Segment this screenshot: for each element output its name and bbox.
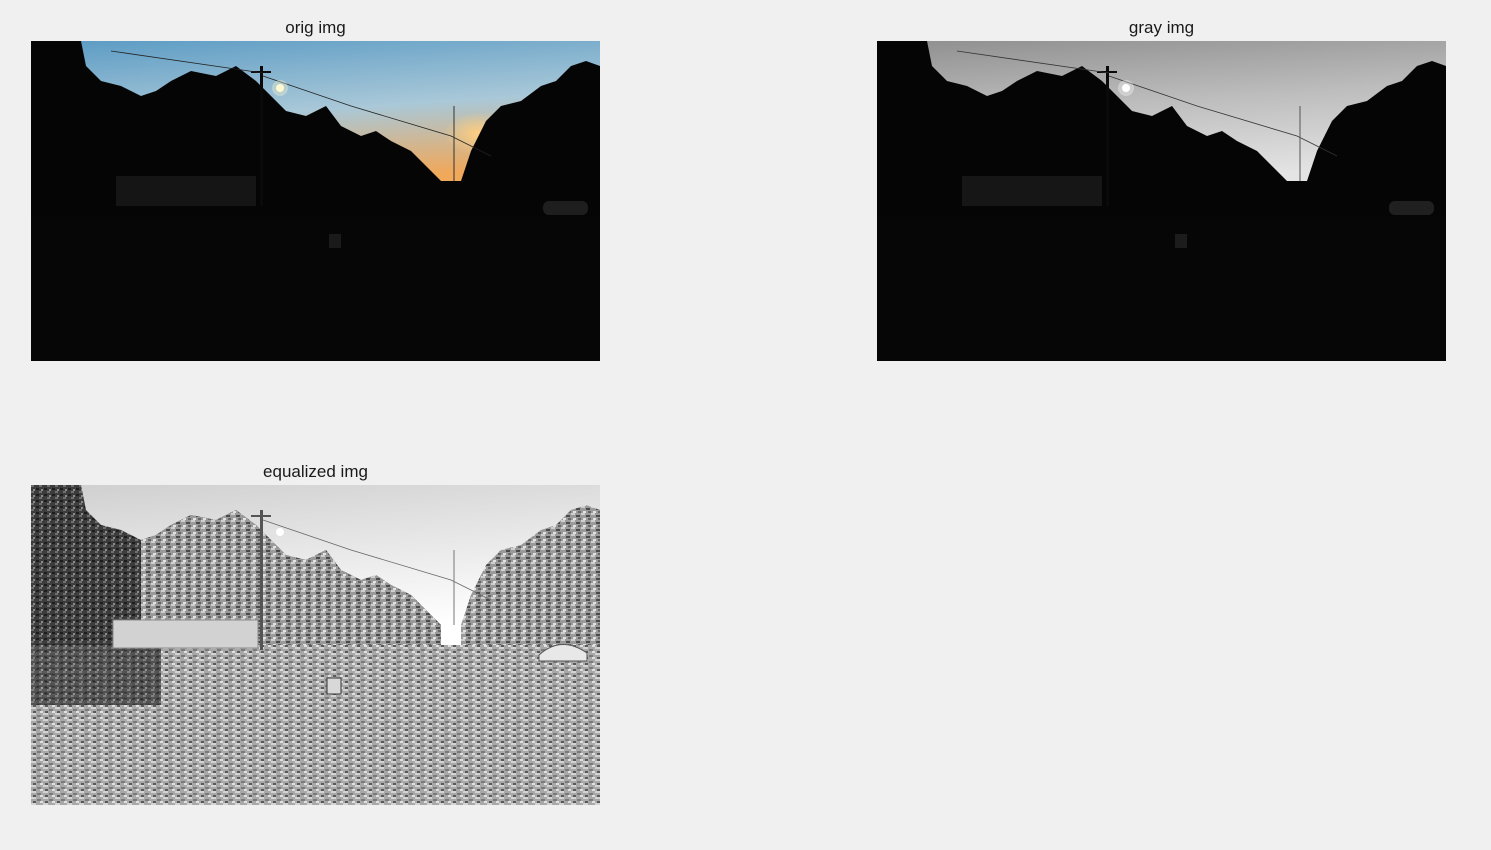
axes-title-equalized: equalized img bbox=[263, 462, 368, 481]
image-gray-canvas bbox=[877, 41, 1446, 361]
power-pole bbox=[1106, 66, 1109, 206]
street-light bbox=[276, 528, 284, 536]
car bbox=[1389, 201, 1434, 215]
axes-title-gray: gray img bbox=[1128, 18, 1195, 37]
treeline-right bbox=[461, 505, 600, 655]
ground bbox=[31, 216, 600, 361]
power-pole bbox=[260, 510, 263, 650]
power-line bbox=[1108, 75, 1338, 157]
street-light bbox=[276, 84, 284, 92]
box bbox=[1175, 234, 1187, 248]
trailer bbox=[112, 619, 259, 649]
box-front bbox=[329, 234, 341, 248]
axes-gray-img: gray img bbox=[877, 18, 1446, 361]
ground bbox=[877, 216, 1446, 361]
power-line bbox=[262, 519, 492, 601]
axes-equalized-img: equalized img bbox=[31, 462, 600, 805]
treeline-mid bbox=[141, 510, 441, 655]
image-equalized bbox=[31, 485, 600, 805]
axes-orig-img: orig img bbox=[31, 18, 600, 361]
car bbox=[538, 644, 588, 662]
axes-title-orig: orig img bbox=[285, 18, 346, 37]
image-gray bbox=[877, 41, 1446, 361]
ground-dark-band bbox=[31, 645, 161, 705]
image-equalized-canvas bbox=[31, 485, 600, 805]
pole-crossbar bbox=[1097, 71, 1117, 73]
power-pole bbox=[260, 66, 263, 206]
street-light-glow bbox=[1118, 80, 1134, 96]
pole-crossbar bbox=[251, 515, 271, 517]
power-line-2 bbox=[110, 50, 264, 74]
street-light bbox=[1122, 84, 1130, 92]
image-orig-canvas bbox=[31, 41, 600, 361]
box bbox=[326, 677, 342, 695]
image-orig bbox=[31, 41, 600, 361]
street-light-glow bbox=[272, 80, 288, 96]
power-line bbox=[262, 75, 492, 157]
pole-crossbar bbox=[251, 71, 271, 73]
power-line-2 bbox=[956, 50, 1110, 74]
trailer bbox=[962, 176, 1102, 206]
trailer bbox=[116, 176, 256, 206]
car bbox=[543, 201, 588, 215]
